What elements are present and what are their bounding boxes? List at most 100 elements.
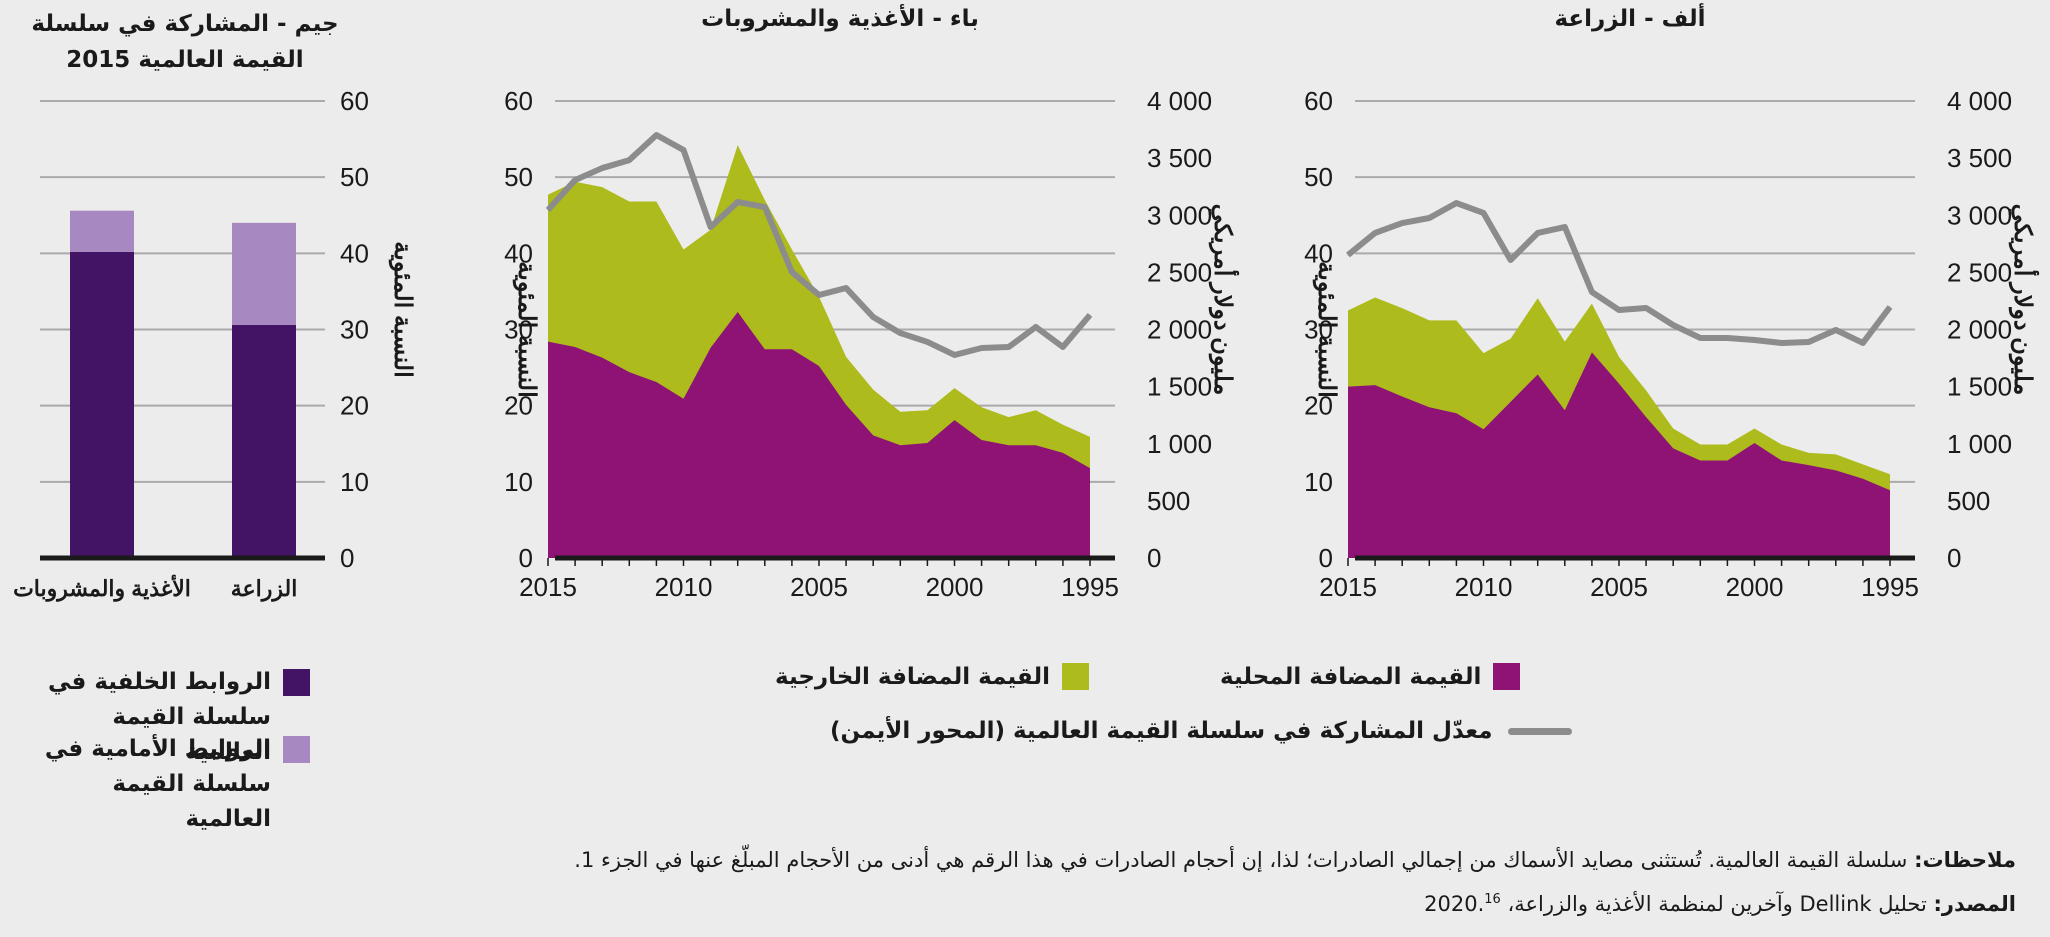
legend-foreign: القيمة المضافة الخارجية (775, 663, 1089, 690)
bar-backward-linkages (232, 324, 296, 558)
y2-axis-title: مليون دولار أمريكي (1208, 204, 1241, 396)
x-tick-label: 2015 (1319, 572, 1377, 602)
gvc-participation-point (1374, 232, 1376, 234)
y-tick-label: 10 (1304, 467, 1333, 497)
notes-text: سلسلة القيمة العالمية. تُستثنى مصايد الأ… (574, 848, 1915, 872)
y2-tick-label: 3 500 (1947, 143, 2012, 173)
domestic-value-added-area (1348, 352, 1890, 558)
legend-backward: الروابط الخلفية في سلسلة القيمة العالمية (40, 665, 310, 770)
legend-backward-label-2: سلسلة القيمة العالمية (112, 704, 271, 765)
gvc-participation-point (1428, 217, 1430, 219)
gvc-participation-point (1862, 342, 1864, 344)
y-tick-label: 50 (1304, 162, 1333, 192)
y2-tick-label: 1 500 (1147, 372, 1212, 402)
y-tick-label: 30 (504, 315, 533, 345)
gvc-participation-point (1401, 222, 1403, 224)
gvc-participation-point (1455, 202, 1457, 204)
bar-forward-linkages (232, 222, 296, 325)
gvc-participation-point (1483, 212, 1484, 214)
chart-b-title: باء - الأغذية والمشروبات (701, 6, 979, 32)
y-axis-title: النسبة المئوية (388, 241, 416, 377)
x-tick-label: 2005 (1590, 572, 1648, 602)
gvc-participation-point (1808, 341, 1810, 343)
gvc-participation-point (1699, 337, 1701, 339)
gvc-participation-point (1781, 342, 1783, 344)
x-tick-label: 2015 (519, 572, 577, 602)
gvc-participation-point (1035, 326, 1037, 328)
y2-tick-label: 3 000 (1947, 200, 2012, 230)
gvc-participation-point (574, 179, 576, 181)
y-axis-title: النسبة المئوية (512, 261, 540, 397)
legend-backward-label-1: الروابط الخلفية في (48, 669, 271, 695)
y2-tick-label: 500 (1947, 486, 1990, 516)
source: المصدر: تحليل Dellink وآخرين لمنظمة الأغ… (116, 892, 2016, 916)
y2-tick-label: 1 000 (1947, 429, 2012, 459)
y-tick-label: 10 (340, 467, 369, 497)
source-text: تحليل Dellink وآخرين لمنظمة الأغذية والز… (1424, 892, 1934, 916)
gvc-participation-point (981, 347, 983, 349)
legend-forward-label-2: سلسلة القيمة العالمية (112, 771, 271, 832)
y-tick-label: 40 (340, 238, 369, 268)
y-tick-label: 60 (504, 86, 533, 116)
gvc-participation-point (926, 341, 928, 343)
notes: ملاحظات: سلسلة القيمة العالمية. تُستثنى … (116, 848, 2016, 872)
gvc-participation-point (1347, 254, 1349, 256)
legend-domestic-swatch (1493, 663, 1521, 690)
legend-foreign-label: القيمة المضافة الخارجية (775, 663, 1050, 690)
x-tick-label: 2000 (1726, 572, 1784, 602)
legend-domestic-label: القيمة المضافة المحلية (1220, 663, 1482, 690)
x-tick-label: 2000 (926, 572, 984, 602)
legend-forward-label: الروابط الأمامية في سلسلة القيمة العالمي… (40, 732, 271, 837)
gvc-participation-point (1537, 232, 1539, 234)
y-tick-label: 60 (1304, 86, 1333, 116)
gvc-participation-point (655, 134, 657, 136)
chart-b: 0 10 20 30 40 50 60 0 500 1 000 1 500 2 000 2 500 3 0… (504, 86, 1241, 602)
gvc-participation-point (1754, 339, 1755, 341)
legend-forward: الروابط الأمامية في سلسلة القيمة العالمي… (40, 732, 310, 837)
chart-a: 0 10 20 30 40 50 60 0 500 1 000 1 500 2 000 2 500 3 0… (1304, 86, 2041, 602)
gvc-participation-point (1618, 309, 1620, 311)
legend-line-swatch (1508, 727, 1573, 735)
gvc-participation-point (872, 316, 874, 318)
y2-tick-label: 3 000 (1147, 200, 1212, 230)
legend-backward-swatch (283, 669, 310, 696)
legend-forward-label-1: الروابط الأمامية في (44, 736, 271, 762)
legend-backward-label: الروابط الخلفية في سلسلة القيمة العالمية (40, 665, 271, 770)
gvc-participation-point (1835, 329, 1837, 331)
legend-line-label: معدّل المشاركة في سلسلة القيمة العالمية … (830, 718, 1493, 744)
legend-foreign-swatch (1061, 663, 1089, 690)
y-tick-label: 40 (504, 238, 533, 268)
y2-axis-title: مليون دولار أمريكي (2008, 204, 2041, 396)
y2-tick-label: 4 000 (1947, 86, 2012, 116)
chart-c-title-line1: جيم - المشاركة في سلسلة (31, 11, 339, 37)
gvc-participation-point (628, 159, 630, 161)
gvc-participation-point (737, 201, 739, 203)
y2-tick-label: 1 000 (1147, 429, 1212, 459)
gvc-participation-point (954, 354, 955, 356)
gvc-participation-point (1672, 324, 1674, 326)
gvc-participation-point (1726, 337, 1728, 339)
y-tick-label: 20 (1304, 391, 1333, 421)
gvc-participation-point (683, 149, 684, 151)
y-tick-label: 30 (1304, 315, 1333, 345)
gvc-participation-point (845, 287, 847, 289)
y2-tick-label: 2 000 (1947, 315, 2012, 345)
y2-tick-label: 3 500 (1147, 143, 1212, 173)
notes-label: ملاحظات: (1914, 848, 2016, 872)
y-tick-label: 10 (504, 467, 533, 497)
chart-c-title: جيم - المشاركة في سلسلة القيمة العالمية … (20, 6, 350, 78)
x-tick-label: 1995 (1061, 572, 1119, 602)
source-footnote: 16 (1484, 892, 1501, 907)
y2-tick-label: 0 (1947, 543, 1961, 573)
bar-backward-linkages (70, 251, 134, 558)
gvc-participation-point (1089, 314, 1091, 316)
gvc-participation-point (1889, 306, 1891, 308)
gvc-participation-point (547, 209, 549, 211)
gvc-participation-point (1591, 291, 1593, 293)
y-tick-label: 60 (340, 86, 369, 116)
gvc-participation-point (899, 332, 901, 334)
gvc-participation-point (1062, 346, 1064, 348)
y-tick-label: 0 (519, 543, 533, 573)
y-tick-label: 50 (340, 162, 369, 192)
x-tick-label: 2010 (1455, 572, 1513, 602)
